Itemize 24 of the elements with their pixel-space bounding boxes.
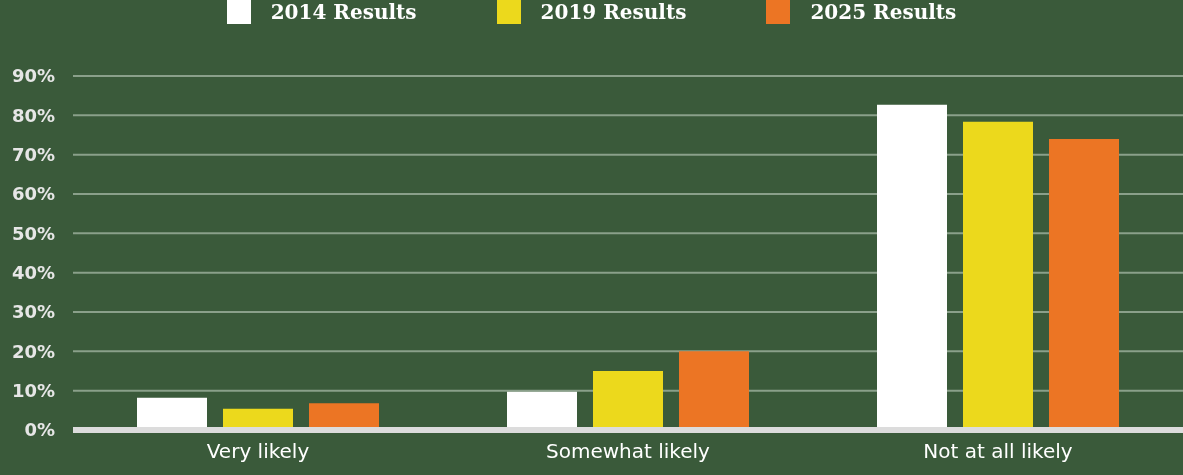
y-tick-label: 70% (11, 144, 55, 166)
y-tick-label: 80% (11, 104, 55, 126)
bar (963, 121, 1033, 430)
bar (1049, 138, 1119, 430)
y-tick-label: 40% (11, 262, 55, 284)
y-tick-label: 0% (24, 419, 55, 441)
y-tick-label: 20% (11, 340, 55, 362)
y-tick-label: 10% (11, 380, 55, 402)
y-tick-label: 60% (11, 183, 55, 205)
y-tick-label: 90% (11, 65, 55, 87)
legend-label: 2019 Results (540, 0, 687, 24)
y-tick-label: 50% (11, 222, 55, 244)
legend-label: 2025 Results (810, 0, 957, 24)
y-tick-label: 30% (11, 301, 55, 323)
x-tick-label: Somewhat likely (546, 439, 711, 464)
x-tick-label: Very likely (206, 439, 310, 464)
bar (507, 391, 577, 430)
bar (593, 371, 663, 430)
bar (137, 397, 207, 430)
bar (309, 403, 379, 430)
legend-label: 2014 Results (270, 0, 417, 24)
bar (877, 104, 947, 430)
x-tick-label: Not at all likely (923, 439, 1073, 464)
bar (679, 351, 749, 430)
